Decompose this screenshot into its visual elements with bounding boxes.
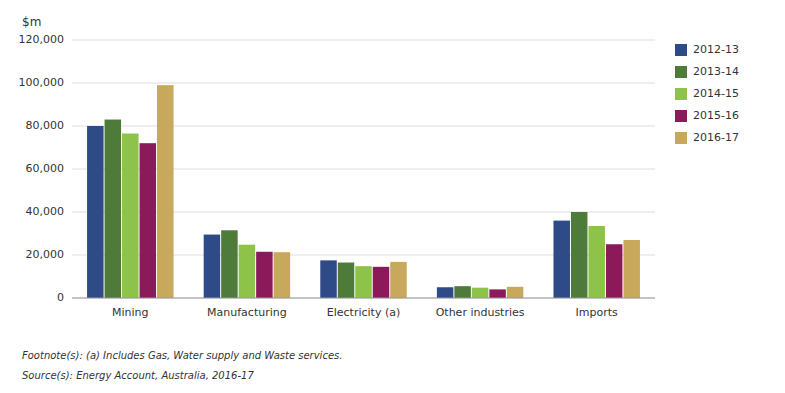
x-tick-label: Mining (112, 306, 149, 319)
bar (437, 287, 453, 298)
y-tick-label: 40,000 (26, 205, 65, 218)
bar (373, 267, 389, 298)
bar (623, 240, 639, 298)
y-tick-label: 20,000 (26, 248, 65, 261)
bar (122, 134, 138, 298)
bars (87, 85, 640, 298)
grid (72, 40, 655, 298)
bar (87, 126, 103, 298)
bar (338, 263, 354, 298)
series (157, 85, 640, 298)
y-tick-label: 0 (57, 291, 64, 304)
bar (157, 85, 173, 298)
x-axis-line (72, 298, 655, 299)
bar (274, 252, 290, 298)
y-tick-label: 80,000 (26, 119, 65, 132)
series (122, 134, 605, 298)
bar (105, 120, 121, 298)
legend-label: 2013-14 (693, 65, 739, 78)
legend-label: 2012-13 (693, 43, 739, 56)
bar (454, 286, 470, 298)
legend-swatch (675, 66, 687, 78)
x-tick-label: Electricity (a) (327, 306, 400, 319)
legend-swatch (675, 132, 687, 144)
bar (553, 221, 569, 298)
footnote: Footnote(s): (a) Includes Gas, Water sup… (22, 350, 342, 361)
chart: 0 20,000 40,000 60,000 80,000 100,000 120,000 $… (0, 0, 785, 393)
y-axis-label: $m (22, 15, 41, 29)
source-note: Source(s): Energy Account, Australia, 20… (22, 370, 254, 381)
legend-swatch (675, 44, 687, 56)
bar (571, 212, 587, 298)
bar (256, 252, 272, 298)
y-tick-label: 120,000 (19, 33, 65, 46)
y-tick-label: 60,000 (26, 162, 65, 175)
bar (472, 288, 488, 298)
grid-line (72, 83, 655, 84)
grid-line (72, 298, 655, 299)
y-tick-label: 100,000 (19, 76, 65, 89)
bar (588, 226, 604, 298)
x-axis: Mining Manufacturing Electricity (a) Other … (112, 306, 618, 319)
legend-swatch (675, 88, 687, 100)
legend-label: 2016-17 (693, 131, 739, 144)
series (105, 120, 588, 298)
grid-line (72, 40, 655, 41)
bar (489, 289, 505, 298)
series (140, 143, 623, 298)
bar (320, 260, 336, 298)
x-tick-label: Imports (576, 306, 619, 319)
legend: 2012-13 2013-14 2014-15 2015-16 2016-17 (675, 43, 739, 144)
x-tick-label: Other industries (436, 306, 525, 319)
bar (239, 245, 255, 298)
y-axis: 0 20,000 40,000 60,000 80,000 100,000 120,000 (19, 33, 65, 304)
bar (507, 287, 523, 298)
legend-label: 2014-15 (693, 87, 739, 100)
legend-swatch (675, 110, 687, 122)
bar (140, 143, 156, 298)
x-tick-label: Manufacturing (207, 306, 287, 319)
bar (221, 230, 237, 298)
legend-label: 2015-16 (693, 109, 739, 122)
bar (355, 266, 371, 298)
bar (204, 235, 220, 298)
bar (390, 262, 406, 298)
bar (606, 244, 622, 298)
